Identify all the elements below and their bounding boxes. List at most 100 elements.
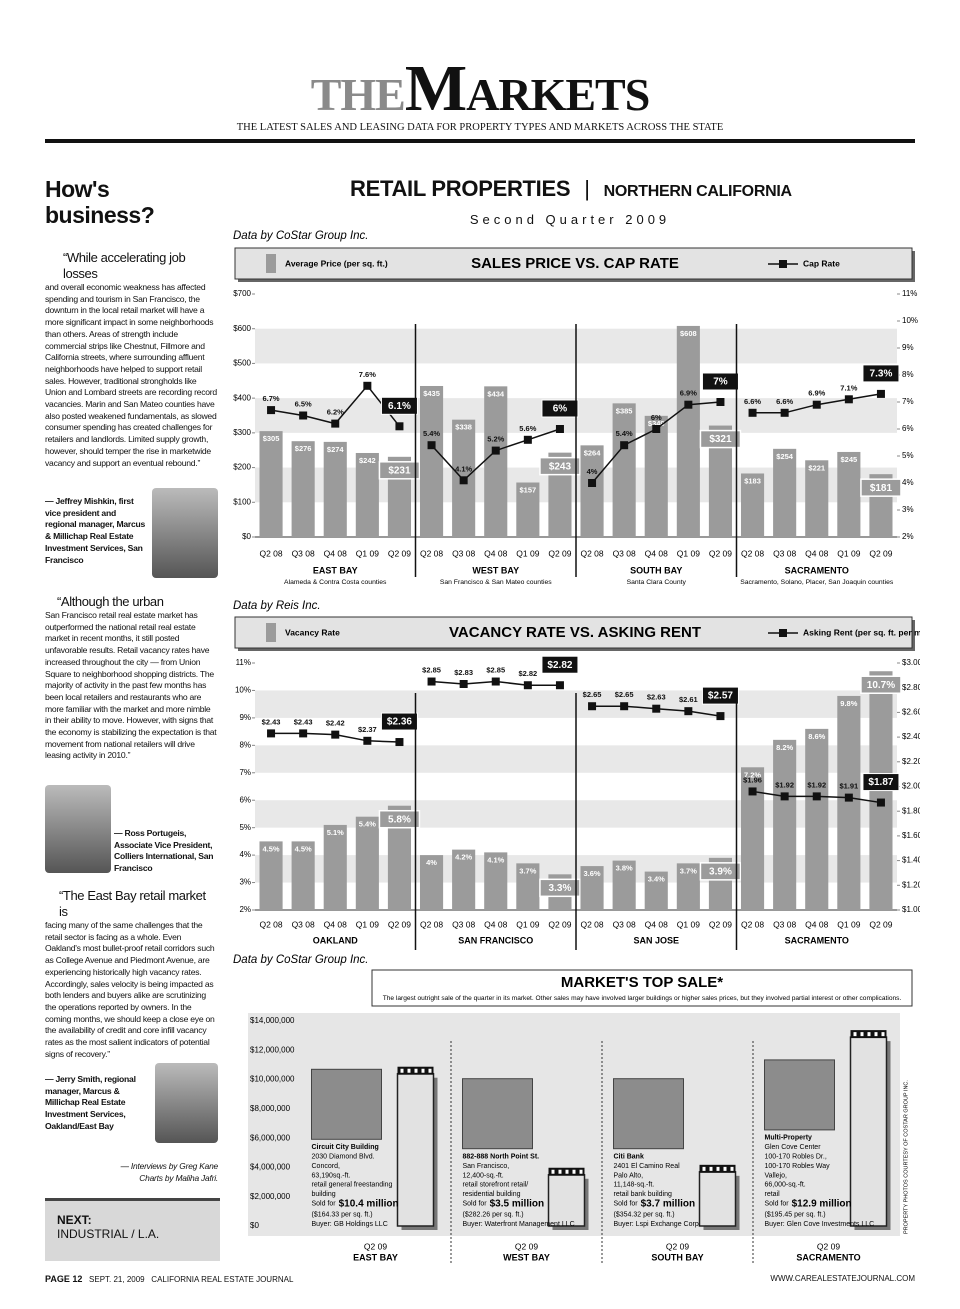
y-tick-label: $300 bbox=[233, 428, 251, 437]
x-tick-label: Q4 08 bbox=[324, 919, 347, 929]
line-value-label: 7.3% bbox=[870, 369, 893, 380]
x-tick-label: Q2 08 bbox=[741, 919, 764, 929]
line-value-label: $2.43 bbox=[262, 717, 281, 726]
legend-label: Vacancy Rate bbox=[285, 627, 340, 637]
y-tick-label: 11% bbox=[236, 658, 251, 667]
photo-credit: PROPERTY PHOTOS COURTESY OF COSTAR GROUP… bbox=[903, 1080, 909, 1234]
x-tick-label: Q1 09 bbox=[356, 919, 379, 929]
quote-attribution: — Ross Portugeis, Associate Vice Preside… bbox=[114, 828, 214, 874]
x-tick-label: Q2 09 bbox=[869, 548, 892, 558]
line-value-label: 7.6% bbox=[359, 370, 376, 379]
bar bbox=[323, 441, 347, 537]
y2-tick-label: $2.80 bbox=[902, 683, 920, 692]
bar-value-label: 3.3% bbox=[549, 883, 572, 894]
sale-detail: retail bbox=[765, 1191, 781, 1198]
section-name: RETAIL PROPERTIES bbox=[350, 176, 571, 201]
divider: | bbox=[584, 176, 590, 201]
sale-property: Circuit City Building bbox=[312, 1144, 379, 1151]
y2-tick-label: $2.20 bbox=[902, 757, 920, 766]
bar bbox=[355, 452, 379, 537]
y-tick-label: $6,000,000 bbox=[250, 1133, 291, 1142]
group-note: Alameda & Contra Costa counties bbox=[284, 579, 387, 586]
line-value-label: $2.37 bbox=[358, 725, 377, 734]
bar-value-label: $338 bbox=[455, 423, 472, 432]
line-marker bbox=[395, 422, 404, 431]
quote: “While accelerating job losses and overa… bbox=[45, 250, 217, 469]
x-tick-label: Q1 09 bbox=[516, 919, 539, 929]
source: Data by CoStar Group Inc. bbox=[233, 230, 369, 242]
y-tick-label: $700 bbox=[233, 289, 251, 298]
bar-value-label: $385 bbox=[616, 406, 633, 415]
bar-value-label: 9.8% bbox=[840, 699, 857, 708]
y2-tick-label: $1.60 bbox=[902, 831, 920, 840]
x-tick-label: Q4 08 bbox=[805, 548, 828, 558]
line-marker bbox=[395, 738, 404, 747]
photo bbox=[155, 1063, 218, 1143]
sale-price-value: $12.9 million bbox=[792, 1198, 852, 1209]
y2-tick-label: $1.20 bbox=[902, 880, 920, 889]
bar-value-label: $221 bbox=[808, 463, 825, 472]
line-value-label: $2.83 bbox=[454, 668, 473, 677]
value-label-box bbox=[862, 773, 900, 792]
line-value-label: 4.1% bbox=[455, 464, 472, 473]
sale-detail: 2401 El Camino Real bbox=[614, 1163, 681, 1170]
line-marker bbox=[491, 677, 500, 686]
legend-swatch bbox=[266, 254, 276, 273]
line-value-label: 6.7% bbox=[262, 394, 279, 403]
y-tick-label: $600 bbox=[233, 324, 251, 333]
bar-value-label: 4.5% bbox=[295, 844, 312, 853]
y-tick-label: $4,000,000 bbox=[250, 1163, 291, 1172]
sale-per-sqft: ($195.45 per sq. ft.) bbox=[765, 1211, 826, 1218]
sale-buyer: Buyer: Waterfront Management LLC bbox=[463, 1221, 575, 1228]
line-value-label: 6.9% bbox=[680, 389, 697, 398]
line-value-label: $2.65 bbox=[615, 690, 634, 699]
section-period: Second Quarter 2009 bbox=[469, 212, 671, 227]
bar-value-label: 4% bbox=[426, 858, 437, 867]
line-value-label: $2.42 bbox=[326, 719, 345, 728]
next-label: NEXT: bbox=[57, 1213, 92, 1227]
value-label-box bbox=[378, 809, 421, 829]
line-marker bbox=[523, 681, 532, 690]
sale-detail: 11,148-sq.-ft. bbox=[614, 1182, 655, 1189]
sale-property: Multi-Property bbox=[765, 1135, 813, 1142]
bar bbox=[837, 451, 861, 537]
line-value-label: $1.96 bbox=[743, 775, 762, 784]
bar bbox=[805, 728, 829, 910]
x-tick-label: Q1 09 bbox=[837, 919, 860, 929]
value-label-box bbox=[860, 478, 902, 497]
y2-tick-label: $2.40 bbox=[902, 732, 920, 741]
group-label: SACRAMENTO bbox=[785, 935, 849, 945]
next-text: INDUSTRIAL / L.A. bbox=[57, 1227, 160, 1241]
y2-tick-label: 6% bbox=[902, 424, 914, 433]
bar-value-label: 3.8% bbox=[616, 864, 633, 873]
bar-value-label: $181 bbox=[870, 483, 893, 494]
sale-price-value: $10.4 million bbox=[339, 1198, 399, 1209]
y-tick-label: 2% bbox=[239, 905, 251, 914]
credit-line: Charts by Maliha Jafri. bbox=[139, 1173, 218, 1183]
line-marker bbox=[716, 712, 725, 721]
sale-price: Sold for $3.5 million bbox=[463, 1198, 545, 1209]
sale-price-value: $3.7 million bbox=[641, 1198, 695, 1209]
sale-property: Citi Bank bbox=[614, 1154, 644, 1161]
bar-value-label: $274 bbox=[327, 445, 345, 454]
sale-buyer: Buyer: Lspi Exchange Corp. bbox=[614, 1221, 701, 1228]
line-value-label: 6.9% bbox=[808, 389, 825, 398]
y2-tick-label: 11% bbox=[902, 289, 917, 298]
x-tick-label: Q1 09 bbox=[677, 548, 700, 558]
x-tick-label: Q4 08 bbox=[484, 919, 507, 929]
y2-tick-label: $2.00 bbox=[902, 782, 920, 791]
quote-text: San Francisco retail real estate market … bbox=[45, 610, 217, 761]
group-label: OAKLAND bbox=[313, 935, 358, 945]
bar bbox=[644, 415, 668, 537]
bar bbox=[837, 695, 861, 910]
sale-detail: Palo Alto, bbox=[614, 1172, 644, 1179]
bar bbox=[419, 855, 444, 910]
footer-date: SEPT. 21, 2009 bbox=[89, 1275, 145, 1284]
line-marker bbox=[555, 681, 564, 690]
page-number: PAGE 12 bbox=[45, 1274, 83, 1284]
legend-swatch bbox=[266, 623, 276, 642]
bar bbox=[516, 863, 540, 910]
line-marker bbox=[267, 406, 276, 415]
photo bbox=[45, 785, 111, 873]
bar bbox=[580, 866, 604, 910]
